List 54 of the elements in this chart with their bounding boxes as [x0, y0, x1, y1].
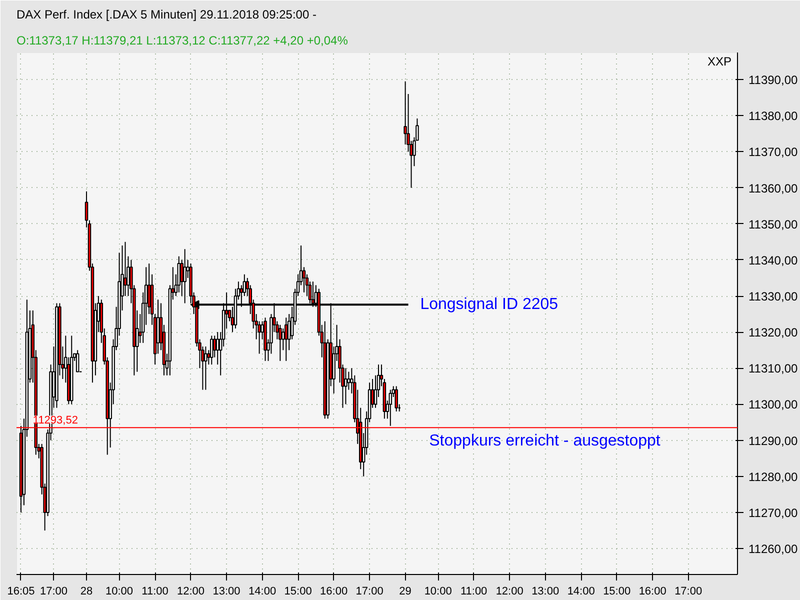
- x-tick-label: 15:00: [284, 586, 312, 598]
- y-tick-label: 11260,00: [748, 542, 798, 556]
- x-tick-label: 10:00: [424, 586, 452, 598]
- candlestick: [213, 335, 216, 358]
- x-tick-label: 12:00: [177, 586, 205, 598]
- candlestick: [204, 346, 208, 390]
- chart-title: DAX Perf. Index [.DAX 5 Minuten] 29.11.2018 09:25:00 -: [16, 8, 316, 22]
- candlestick: [210, 335, 214, 366]
- y-tick-label: 11290,00: [748, 434, 798, 448]
- y-tick-label: 11330,00: [748, 290, 798, 304]
- candlestick: [344, 368, 348, 405]
- y-tick-label: 11370,00: [748, 145, 798, 160]
- candlestick: [302, 266, 306, 293]
- x-tick-label: 17:00: [356, 586, 384, 598]
- x-tick-label: 16:00: [638, 586, 666, 598]
- x-tick-label: 17:00: [674, 586, 702, 598]
- ref-line-label: 11293,52: [32, 414, 78, 427]
- y-tick-label: 11340,00: [748, 253, 798, 268]
- candlestick: [388, 389, 392, 426]
- x-tick-label: 13:00: [532, 586, 560, 598]
- y-tick-label: 11280,00: [748, 470, 798, 484]
- y-tick-label: 11300,00: [748, 398, 798, 412]
- y-tick-label: 11360,00: [748, 181, 798, 196]
- annotation: Longsignal ID 2205: [420, 296, 558, 314]
- x-tick-label: 17:00: [40, 586, 68, 598]
- y-tick-label: 11270,00: [748, 506, 798, 520]
- x-tick-label: 15:00: [603, 586, 631, 598]
- x-tick-label: 16:05: [7, 586, 35, 598]
- candlestick: [394, 386, 398, 412]
- chart-subtitle: O:11373,17 H:11379,21 L:11373,12 C:11377,22 +4,20 +0,04%: [16, 34, 348, 48]
- candlestick: [284, 317, 288, 362]
- candlestick: [282, 328, 285, 351]
- x-tick-label: 13:00: [212, 586, 240, 598]
- x-tick-label: 29: [399, 586, 412, 598]
- annotation: Stoppkurs erreicht - ausgestoppt: [429, 432, 661, 450]
- candlestick: [216, 332, 220, 366]
- x-tick-label: 28: [80, 586, 93, 598]
- x-tick-label: 14:00: [567, 586, 595, 598]
- y-tick-label: 11380,00: [748, 109, 798, 124]
- candlestick: [76, 350, 80, 372]
- x-tick-label: 11:00: [142, 586, 168, 598]
- y-tick-label: 11350,00: [748, 217, 798, 232]
- y-tick-label: 11320,00: [748, 326, 798, 340]
- candlestick: [278, 324, 282, 362]
- x-tick-label: 11:00: [460, 586, 488, 598]
- x-tick-label: 14:00: [248, 586, 276, 598]
- x-tick-label: 10:00: [106, 586, 134, 598]
- y-axis-title: XXP: [708, 54, 732, 68]
- y-tick-label: 11390,00: [748, 73, 798, 88]
- candlestick: [347, 371, 350, 390]
- candlestick: [183, 248, 186, 304]
- x-tick-label: 16:00: [320, 586, 348, 598]
- y-tick-label: 11310,00: [748, 362, 798, 376]
- x-tick-label: 12:00: [496, 586, 524, 598]
